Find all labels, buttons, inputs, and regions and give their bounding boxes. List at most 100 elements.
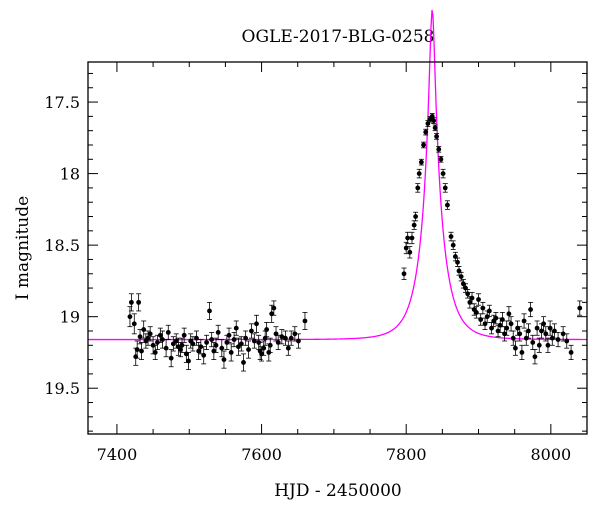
data-point [510,330,516,346]
data-point [568,344,574,361]
axis-ticks: 7400 7600 7800 8000 17.5 18 18.5 19 19.5 [44,62,588,464]
x-axis-label: HJD - 2450000 [274,481,402,501]
point-marker [302,318,308,324]
point-marker [568,350,574,355]
point-marker [413,214,419,219]
data-point [264,321,270,338]
point-marker [155,340,160,345]
point-marker [131,321,137,327]
data-point [251,333,257,349]
data-point [517,326,523,342]
plot-frame [87,61,588,435]
point-marker [534,325,540,331]
point-marker [407,249,413,255]
point-marker [285,345,291,351]
data-point [233,320,239,336]
point-marker [141,327,147,332]
point-marker [519,350,525,355]
data-point [139,342,145,361]
data-point [577,300,583,316]
data-point [226,327,232,343]
point-marker [458,274,464,280]
point-marker [436,146,442,152]
point-marker [455,259,460,265]
point-marker [136,299,142,305]
data-point [238,336,244,352]
data-point [295,333,301,349]
y-tick-label: 18 [60,165,80,184]
point-marker [409,235,415,241]
data-point [482,317,488,330]
data-point [254,314,260,333]
point-marker [134,347,140,352]
point-marker [196,348,202,354]
point-marker [219,345,225,351]
point-marker [194,335,199,341]
point-marker [448,234,454,239]
point-marker [231,337,237,342]
data-point [246,340,252,359]
point-marker [249,328,254,334]
point-marker [469,295,475,301]
data-point [543,326,549,342]
data-point [215,324,221,340]
data-point [411,220,417,230]
data-point [506,306,512,322]
point-marker [431,118,437,124]
point-marker [465,291,471,297]
data-point [170,336,176,352]
data-point [228,343,234,362]
point-marker [251,338,257,344]
point-marker [415,185,421,191]
point-marker [504,325,510,331]
data-point [440,168,446,179]
point-marker [560,331,566,337]
data-point [165,324,171,340]
data-point [186,352,192,371]
point-marker [411,222,417,228]
point-marker [434,134,439,139]
point-marker [486,308,492,314]
data-point [248,323,254,339]
point-marker [243,335,249,341]
data-point [463,283,469,293]
data-point [127,306,133,328]
point-marker [128,299,134,305]
data-point [442,183,448,193]
point-marker [499,317,505,322]
point-marker [536,342,542,348]
data-point [240,353,246,372]
point-marker [226,332,232,338]
data-point [157,327,163,343]
point-marker [254,321,259,327]
data-point [480,301,486,315]
point-marker [168,355,174,361]
point-marker [405,235,411,241]
point-marker [127,314,133,320]
data-point [282,330,288,346]
data-point [179,337,185,353]
data-point [547,320,553,336]
data-point [486,304,492,318]
data-point [438,156,444,163]
data-point [302,311,308,330]
x-tick-label: 7800 [386,445,427,464]
point-marker [530,340,536,345]
point-marker [238,341,244,347]
point-marker [241,360,246,365]
point-marker [246,347,251,352]
data-point [541,316,547,332]
data-point [401,267,407,280]
data-point [175,337,181,356]
data-point [193,330,199,346]
data-point [418,158,424,166]
point-marker [450,242,456,248]
data-point [131,313,137,335]
point-marker [528,307,533,312]
point-marker [173,338,179,344]
data-point [448,231,454,242]
point-marker [179,342,185,348]
data-point [405,231,411,245]
data-point [456,266,462,276]
data-point [152,344,158,361]
